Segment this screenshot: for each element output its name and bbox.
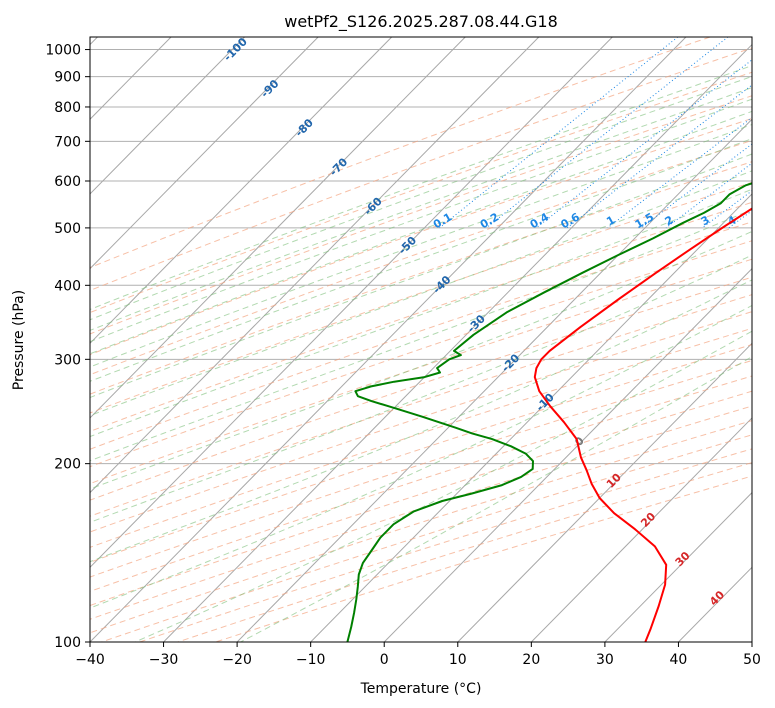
moist-adiabat-line bbox=[90, 98, 752, 343]
temperature-profile-line bbox=[533, 207, 752, 642]
moist-adiabat-line bbox=[90, 138, 752, 382]
mixing-ratio-line bbox=[439, 37, 679, 229]
isotherm-line bbox=[530, 417, 752, 642]
dry-adiabat-line bbox=[90, 311, 752, 533]
x-tick-label: 50 bbox=[743, 652, 761, 668]
dry-adiabat-label: -70 bbox=[327, 155, 350, 178]
isotherm-line bbox=[678, 566, 752, 642]
y-tick-label: 400 bbox=[54, 278, 81, 294]
x-tick-label: 0 bbox=[380, 652, 389, 668]
dewpoint-profile-line bbox=[346, 182, 752, 642]
isotherm-line bbox=[163, 43, 752, 642]
dry-adiabat-line bbox=[90, 139, 752, 376]
mixing-ratio-line bbox=[768, 37, 775, 228]
dry-adiabat-label: -80 bbox=[293, 116, 316, 139]
dry-adiabat-line bbox=[90, 47, 752, 291]
isotherm-line bbox=[604, 491, 752, 642]
y-tick-label: 300 bbox=[54, 352, 81, 368]
moist-adiabat-line bbox=[90, 123, 752, 368]
dry-adiabat-line bbox=[90, 161, 752, 395]
mixing-ratio-line bbox=[566, 84, 752, 229]
x-tick-label: −10 bbox=[296, 652, 326, 668]
y-axis: 100 200 300 400 500 600 700 800 900 1000 bbox=[45, 43, 90, 651]
mixing-ratio-line bbox=[665, 162, 752, 229]
isotherm-line bbox=[457, 342, 752, 642]
dry-adiabat-label: -60 bbox=[362, 194, 385, 217]
y-tick-label: 600 bbox=[54, 174, 81, 190]
isotherm-line bbox=[90, 37, 540, 494]
y-tick-label: 700 bbox=[54, 134, 81, 150]
plot-frame bbox=[89, 36, 753, 643]
y-tick-label: 500 bbox=[54, 221, 81, 237]
moist-adiabat-line bbox=[90, 279, 752, 563]
series-layer bbox=[346, 182, 752, 642]
mixing-ratio-label: 2 bbox=[663, 213, 676, 228]
x-tick-label: −20 bbox=[222, 652, 252, 668]
x-tick-label: −30 bbox=[149, 652, 179, 668]
y-tick-label: 1000 bbox=[45, 43, 81, 59]
isotherm-line bbox=[236, 118, 752, 642]
x-axis-label: Temperature (°C) bbox=[360, 681, 482, 697]
x-tick-label: 30 bbox=[596, 652, 614, 668]
moist-adiabat-line bbox=[90, 170, 752, 417]
x-tick-label: 20 bbox=[522, 652, 540, 668]
dry-adiabat-line bbox=[90, 37, 711, 269]
chart-title: wetPf2_S126.2025.287.08.44.G18 bbox=[284, 12, 558, 32]
dry-adiabat-line bbox=[90, 344, 752, 563]
dry-adiabat-label: -20 bbox=[499, 351, 522, 374]
y-tick-label: 100 bbox=[54, 635, 81, 651]
isotherm-line bbox=[90, 37, 393, 345]
dry-adiabat-label: -90 bbox=[258, 77, 281, 100]
x-axis: −40 −30 −20 −10 0 10 20 30 40 50 bbox=[75, 642, 761, 668]
dry-adiabat-line bbox=[90, 359, 752, 578]
dry-adiabat-line bbox=[101, 434, 752, 642]
x-tick-label: 10 bbox=[449, 652, 467, 668]
moist-adiabat-line bbox=[90, 304, 752, 609]
dry-adiabat-label: 40 bbox=[707, 588, 727, 608]
isotherm-line bbox=[90, 37, 245, 195]
moist-adiabat-line bbox=[90, 87, 752, 331]
isotherm-line bbox=[383, 267, 752, 642]
dry-adiabat-line bbox=[90, 240, 752, 468]
dry-adiabat-line bbox=[90, 258, 752, 485]
y-tick-label: 900 bbox=[54, 70, 81, 86]
y-tick-label: 200 bbox=[54, 457, 81, 473]
dry-adiabat-line bbox=[90, 181, 752, 414]
isotherm-line bbox=[90, 37, 319, 270]
isotherm-line bbox=[751, 641, 752, 642]
moist-adiabat-line bbox=[90, 208, 752, 462]
dry-adiabat-line bbox=[90, 201, 752, 432]
mixing-ratio-line bbox=[535, 59, 752, 229]
mixing-ratio-line bbox=[485, 37, 729, 229]
mixing-ratio-label: 6 bbox=[764, 213, 775, 228]
moist-adiabat-line bbox=[90, 65, 752, 311]
dry-adiabat-line bbox=[90, 390, 752, 607]
dry-adiabat-label: 20 bbox=[638, 510, 658, 530]
isotherm-line bbox=[90, 37, 466, 419]
dry-adiabat-line bbox=[90, 294, 752, 517]
moist-adiabat-line bbox=[90, 188, 752, 438]
mixing-ratio-label: 1 bbox=[604, 213, 617, 228]
grid: 0.10.20.40.611.52346810131620253036-100-… bbox=[90, 37, 775, 642]
isotherm-line bbox=[90, 37, 613, 569]
dry-adiabat-label: 30 bbox=[673, 549, 693, 569]
isotherm-line bbox=[90, 37, 687, 642]
y-tick-label: 800 bbox=[54, 100, 81, 116]
mixing-ratio-line bbox=[640, 143, 752, 229]
y-axis-label: Pressure (hPa) bbox=[11, 290, 27, 390]
dry-adiabat-line bbox=[90, 71, 752, 314]
x-tick-label: −40 bbox=[75, 652, 105, 668]
x-tick-label: 40 bbox=[670, 652, 688, 668]
moist-adiabat-line bbox=[90, 75, 752, 321]
mixing-ratio-line bbox=[607, 116, 752, 229]
